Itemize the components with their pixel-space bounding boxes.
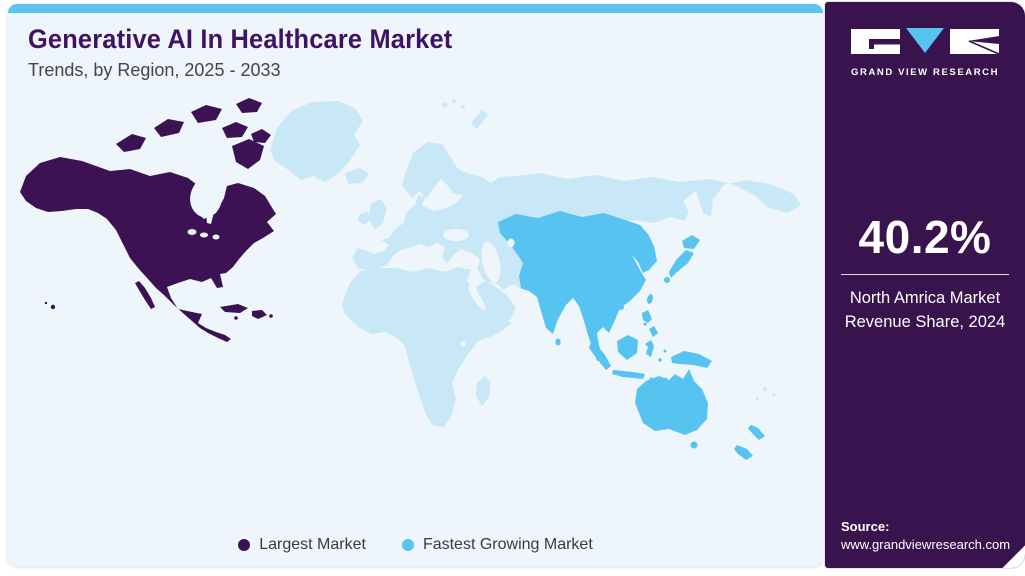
great-lakes bbox=[187, 229, 197, 235]
source-url: www.grandviewresearch.com bbox=[841, 537, 1011, 552]
accent-bar bbox=[8, 4, 823, 13]
region-asia-pacific bbox=[498, 211, 765, 460]
region-novaya-zemlya bbox=[471, 110, 488, 129]
source-label: Source: bbox=[841, 519, 890, 534]
region-eurasia bbox=[352, 142, 801, 323]
world-map-svg bbox=[20, 98, 801, 460]
region-asia-mainland bbox=[498, 211, 657, 361]
region-hokkaido bbox=[682, 235, 700, 249]
region-sri-lanka bbox=[555, 338, 561, 346]
region-tasmania bbox=[690, 441, 698, 449]
aral-sea bbox=[507, 238, 515, 248]
water-overlays bbox=[187, 180, 518, 347]
brand-logo: GRAND VIEW RESEARCH bbox=[851, 28, 1000, 78]
caspian-sea bbox=[481, 241, 501, 283]
region-iceland bbox=[345, 168, 369, 184]
region-hawaii bbox=[50, 304, 56, 310]
legend-label-largest: Largest Market bbox=[259, 536, 366, 553]
region-other bbox=[270, 99, 801, 427]
persian-gulf bbox=[504, 284, 518, 294]
region-greenland bbox=[270, 101, 363, 182]
page-subtitle: Trends, by Region, 2025 - 2033 bbox=[28, 60, 281, 80]
header: Generative AI In Healthcare Market Trend… bbox=[28, 24, 479, 81]
legend-item-fastest: Fastest Growing Market bbox=[401, 536, 593, 554]
lake-victoria bbox=[460, 341, 466, 347]
stat-block: 40.2% North Amrica Market Revenue Share,… bbox=[825, 210, 1025, 335]
map-legend: Largest Market Fastest Growing Market bbox=[8, 536, 823, 554]
legend-item-largest: Largest Market bbox=[238, 536, 366, 554]
region-borneo bbox=[617, 335, 638, 360]
region-mindanao bbox=[649, 326, 658, 337]
page-title: Generative AI In Healthcare Market bbox=[28, 24, 453, 54]
stat-label-line2: Revenue Share, 2024 bbox=[844, 312, 1006, 331]
region-hainan bbox=[618, 304, 624, 310]
region-taiwan bbox=[647, 294, 653, 304]
brand-name: GRAND VIEW RESEARCH bbox=[851, 67, 1000, 78]
region-africa bbox=[342, 267, 512, 427]
black-sea bbox=[443, 229, 469, 241]
region-luzon bbox=[642, 310, 652, 323]
region-sumatra bbox=[589, 342, 611, 370]
legend-dot-fastest bbox=[401, 539, 414, 551]
region-kyushu bbox=[664, 277, 670, 283]
region-nz-south bbox=[734, 445, 753, 460]
region-great-britain bbox=[369, 199, 387, 229]
region-honshu bbox=[669, 250, 694, 278]
legend-dot-largest bbox=[238, 539, 251, 551]
region-madagascar bbox=[476, 376, 491, 406]
legend-label-fastest: Fastest Growing Market bbox=[422, 536, 593, 553]
region-sulawesi bbox=[645, 340, 654, 357]
region-nz-north bbox=[748, 425, 765, 440]
region-baffin bbox=[232, 139, 264, 169]
stat-value: 40.2% bbox=[858, 211, 992, 263]
stat-divider bbox=[841, 274, 1009, 275]
region-baja bbox=[135, 281, 155, 309]
source-block: Source: www.grandviewresearch.com bbox=[841, 519, 1010, 552]
stat-label: North Amrica Market Revenue Share, 2024 bbox=[825, 287, 1025, 335]
gvr-logo-icon bbox=[851, 28, 1000, 55]
region-cuba bbox=[220, 304, 248, 313]
region-new-guinea bbox=[671, 351, 712, 368]
region-java bbox=[612, 370, 645, 379]
region-australia bbox=[635, 369, 708, 435]
stat-label-line1: North Amrica Market bbox=[849, 289, 1001, 307]
sidebar: GRAND VIEW RESEARCH 40.2% North Amrica M… bbox=[825, 2, 1025, 568]
world-map bbox=[8, 92, 823, 522]
region-ireland bbox=[358, 211, 371, 225]
map-card: Generative AI In Healthcare Market Trend… bbox=[8, 4, 823, 566]
region-hispaniola bbox=[252, 310, 267, 319]
region-na-mainland bbox=[20, 157, 276, 342]
region-north-america bbox=[20, 98, 276, 342]
hudson-bay bbox=[190, 180, 222, 218]
james-bay bbox=[206, 212, 214, 224]
red-sea bbox=[468, 285, 486, 311]
